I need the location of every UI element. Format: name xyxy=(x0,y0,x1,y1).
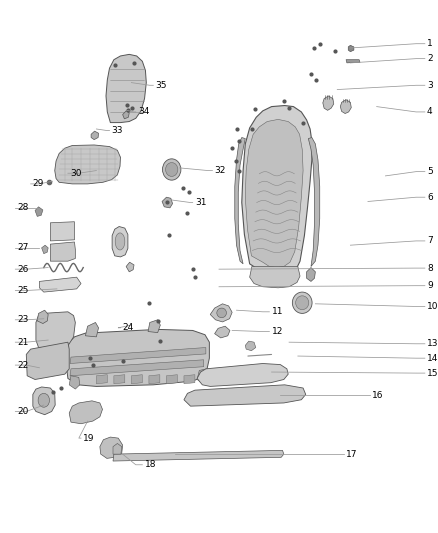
Polygon shape xyxy=(85,322,99,337)
Text: 25: 25 xyxy=(18,286,29,295)
Text: 14: 14 xyxy=(427,354,438,362)
Polygon shape xyxy=(149,375,160,384)
Polygon shape xyxy=(50,242,75,261)
Text: 34: 34 xyxy=(138,108,149,116)
Ellipse shape xyxy=(292,292,312,313)
Ellipse shape xyxy=(38,393,49,407)
Text: 15: 15 xyxy=(427,369,438,377)
Polygon shape xyxy=(184,385,306,406)
Ellipse shape xyxy=(115,233,125,250)
Text: 2: 2 xyxy=(427,54,433,63)
Text: 32: 32 xyxy=(215,166,226,175)
Polygon shape xyxy=(148,320,160,333)
Polygon shape xyxy=(126,262,134,272)
Text: 16: 16 xyxy=(372,391,384,400)
Text: 3: 3 xyxy=(427,81,433,90)
Polygon shape xyxy=(113,450,284,461)
Ellipse shape xyxy=(296,296,309,310)
Text: 13: 13 xyxy=(427,340,438,348)
Polygon shape xyxy=(131,375,142,384)
Text: 21: 21 xyxy=(18,338,29,346)
Polygon shape xyxy=(215,326,230,338)
Text: 4: 4 xyxy=(427,108,433,116)
Polygon shape xyxy=(323,96,334,110)
Polygon shape xyxy=(91,131,99,140)
Polygon shape xyxy=(26,342,69,379)
Ellipse shape xyxy=(166,163,178,176)
Ellipse shape xyxy=(162,159,181,180)
Polygon shape xyxy=(96,375,107,384)
Polygon shape xyxy=(70,348,206,364)
Ellipse shape xyxy=(217,308,226,318)
Text: 19: 19 xyxy=(83,434,95,442)
Polygon shape xyxy=(184,375,195,384)
Text: 24: 24 xyxy=(123,324,134,332)
Text: 28: 28 xyxy=(18,204,29,212)
Polygon shape xyxy=(166,375,177,384)
Polygon shape xyxy=(69,401,102,424)
Polygon shape xyxy=(348,45,354,52)
Polygon shape xyxy=(250,266,300,288)
Polygon shape xyxy=(346,60,360,63)
Text: 35: 35 xyxy=(155,81,167,90)
Text: 1: 1 xyxy=(427,39,433,48)
Polygon shape xyxy=(37,310,48,324)
Text: 22: 22 xyxy=(18,361,29,369)
Polygon shape xyxy=(210,304,232,322)
Text: 12: 12 xyxy=(272,327,283,336)
Polygon shape xyxy=(39,277,81,292)
Text: 8: 8 xyxy=(427,264,433,272)
Polygon shape xyxy=(35,207,43,216)
Polygon shape xyxy=(42,245,48,254)
Text: 17: 17 xyxy=(346,450,357,458)
Polygon shape xyxy=(242,106,312,278)
Text: 11: 11 xyxy=(272,308,283,316)
Polygon shape xyxy=(36,312,75,348)
Text: 10: 10 xyxy=(427,302,438,311)
Polygon shape xyxy=(235,138,245,264)
Text: 9: 9 xyxy=(427,281,433,290)
Polygon shape xyxy=(197,364,288,386)
Text: 6: 6 xyxy=(427,193,433,201)
Text: 7: 7 xyxy=(427,237,433,245)
Polygon shape xyxy=(114,375,125,384)
Text: 18: 18 xyxy=(145,461,156,469)
Text: 26: 26 xyxy=(18,265,29,273)
Polygon shape xyxy=(245,341,256,351)
Polygon shape xyxy=(123,111,129,119)
Text: 23: 23 xyxy=(18,316,29,324)
Polygon shape xyxy=(67,329,209,386)
Text: 27: 27 xyxy=(18,244,29,252)
Polygon shape xyxy=(112,227,128,257)
Polygon shape xyxy=(308,138,320,266)
Polygon shape xyxy=(340,100,351,114)
Text: 30: 30 xyxy=(70,169,81,177)
Polygon shape xyxy=(50,222,74,241)
Polygon shape xyxy=(69,376,80,389)
Polygon shape xyxy=(70,360,204,376)
Polygon shape xyxy=(100,437,123,458)
Polygon shape xyxy=(106,54,146,123)
Polygon shape xyxy=(113,443,122,454)
Polygon shape xyxy=(55,145,120,184)
Polygon shape xyxy=(33,387,55,415)
Polygon shape xyxy=(245,119,303,268)
Text: 31: 31 xyxy=(195,198,206,207)
Text: 20: 20 xyxy=(18,407,29,416)
Polygon shape xyxy=(307,268,315,281)
Polygon shape xyxy=(197,369,208,384)
Text: 5: 5 xyxy=(427,167,433,176)
Polygon shape xyxy=(162,197,173,208)
Text: 33: 33 xyxy=(112,126,123,135)
Text: 29: 29 xyxy=(33,180,44,188)
